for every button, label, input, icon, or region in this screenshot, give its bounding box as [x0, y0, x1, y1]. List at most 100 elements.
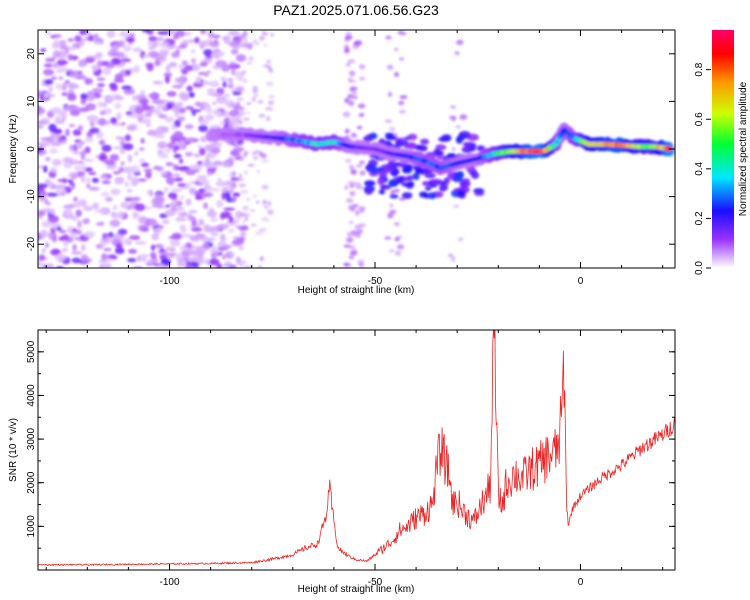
noise-blob	[242, 220, 246, 224]
noise-blob	[185, 198, 192, 206]
noise-blob	[257, 265, 263, 268]
noise-blob	[75, 145, 83, 149]
noise-blob	[59, 45, 68, 50]
noise-blob	[161, 171, 167, 175]
noise-blob	[127, 240, 132, 245]
colorbar-tick-label: 0.0	[694, 261, 705, 275]
noise-blob	[52, 50, 61, 59]
noise-blob	[398, 100, 405, 106]
noise-blob	[457, 237, 464, 242]
noise-blob	[202, 103, 211, 112]
noise-blob	[220, 76, 227, 82]
noise-blob	[388, 126, 396, 132]
noise-blob	[225, 251, 235, 260]
noise-blob	[248, 56, 254, 62]
noise-blob	[352, 95, 358, 100]
noise-blob	[112, 44, 119, 48]
noise-blob	[95, 222, 105, 226]
noise-blob	[270, 33, 274, 37]
noise-blob	[228, 111, 237, 116]
noise-blob	[351, 133, 357, 137]
noise-blob	[138, 158, 146, 163]
y-tick-label: 3000	[26, 428, 37, 451]
noise-blob	[343, 244, 351, 248]
noise-blob	[84, 231, 96, 238]
noise-blob	[184, 151, 193, 157]
noise-blob	[179, 195, 185, 200]
noise-blob	[49, 148, 58, 154]
noise-blob	[345, 158, 352, 163]
noise-blob	[259, 153, 267, 158]
noise-blob	[263, 64, 270, 68]
spectrogram-x-label: Height of straight line (km)	[298, 285, 415, 296]
noise-blob	[78, 160, 84, 164]
noise-blob	[352, 249, 358, 256]
noise-blob	[386, 64, 394, 70]
noise-blob	[359, 76, 366, 81]
noise-blob	[56, 60, 69, 65]
ridge-halo	[401, 182, 414, 187]
noise-blob	[235, 156, 241, 160]
noise-blob	[110, 188, 121, 196]
ridge-halo	[378, 170, 388, 178]
x-tick-label: -50	[368, 276, 383, 287]
noise-blob	[69, 70, 78, 78]
noise-blob	[138, 98, 150, 105]
noise-blob	[122, 143, 134, 151]
noise-blob	[92, 87, 104, 94]
noise-blob	[83, 37, 89, 41]
noise-blob	[181, 70, 188, 75]
noise-blob	[213, 160, 223, 166]
noise-blob	[355, 186, 364, 190]
noise-blob	[204, 237, 216, 242]
noise-blob	[233, 38, 242, 43]
noise-blob	[57, 178, 64, 182]
noise-blob	[88, 186, 100, 191]
noise-blob	[234, 222, 238, 227]
noise-blob	[128, 248, 137, 254]
noise-blob	[261, 184, 269, 190]
noise-blob	[154, 37, 165, 41]
noise-blob	[151, 233, 160, 241]
colorbar-tick-label: 0.2	[694, 211, 705, 225]
noise-blob	[176, 216, 185, 221]
noise-blob	[208, 207, 215, 213]
noise-blob	[147, 40, 156, 46]
noise-blob	[212, 48, 221, 54]
noise-blob	[235, 210, 243, 219]
noise-blob	[352, 90, 358, 96]
noise-blob	[64, 80, 71, 85]
noise-blob	[243, 78, 248, 83]
x-tick-label: -50	[368, 577, 383, 588]
colorbar-label: Normalized spectral amplitude	[738, 81, 749, 216]
noise-blob	[235, 101, 241, 106]
noise-blob	[353, 182, 362, 188]
noise-blob	[120, 161, 125, 166]
noise-blob	[153, 133, 166, 139]
noise-blob	[137, 216, 148, 224]
noise-blob	[152, 166, 165, 170]
noise-blob	[263, 44, 268, 47]
noise-blob	[121, 122, 126, 126]
noise-blob	[217, 241, 227, 248]
snr-y-label: SNR (10 * v/v)	[8, 418, 19, 482]
ridge-halo	[412, 172, 420, 181]
noise-blob	[244, 215, 249, 222]
noise-blob	[38, 183, 48, 189]
noise-blob	[124, 181, 129, 187]
noise-blob	[105, 161, 116, 166]
noise-blob	[43, 63, 53, 68]
noise-blob	[350, 169, 357, 175]
noise-blob	[168, 61, 177, 68]
noise-blob	[243, 151, 248, 158]
ridge-halo	[371, 165, 378, 174]
noise-blob	[67, 38, 75, 42]
noise-blob	[101, 180, 112, 185]
noise-blob	[201, 242, 211, 251]
ridge-halo	[456, 170, 465, 179]
y-tick-label: 4000	[26, 384, 37, 407]
noise-blob	[62, 106, 70, 111]
noise-blob	[165, 204, 170, 208]
noise-blob	[256, 200, 260, 204]
